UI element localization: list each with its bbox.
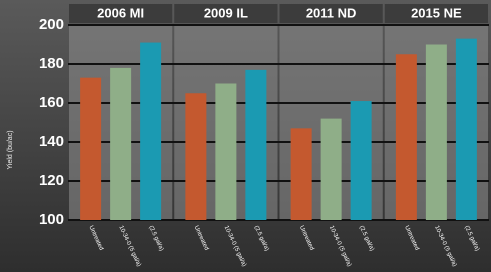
bar <box>456 39 477 220</box>
bar <box>80 78 101 220</box>
chart: Yield (bu/ac) 2006 MI 2009 IL 2011 ND 2015 … <box>0 0 491 272</box>
bar <box>396 54 417 220</box>
y-tick-label: 180 <box>39 55 64 72</box>
y-tick-label: 120 <box>39 172 64 189</box>
bar <box>321 119 342 220</box>
page: Yield (bu/ac) 2006 MI 2009 IL 2011 ND 2015 … <box>0 0 491 272</box>
bar <box>291 128 312 220</box>
bar <box>185 93 206 220</box>
y-tick-label: 200 <box>39 16 64 33</box>
bar <box>245 70 266 220</box>
bar <box>140 43 161 220</box>
bar <box>426 45 447 221</box>
bar <box>215 84 236 221</box>
y-tick-label: 140 <box>39 133 64 150</box>
bar <box>110 68 131 220</box>
group-label: 2015 NE <box>411 5 462 20</box>
group-label: 2006 MI <box>97 5 144 20</box>
y-tick-label: 160 <box>39 94 64 111</box>
bar <box>351 101 372 220</box>
group-label: 2009 IL <box>204 5 248 20</box>
group-label: 2011 ND <box>306 5 357 20</box>
y-axis-label: Yield (bu/ac) <box>7 130 14 169</box>
y-tick-label: 100 <box>39 211 64 228</box>
